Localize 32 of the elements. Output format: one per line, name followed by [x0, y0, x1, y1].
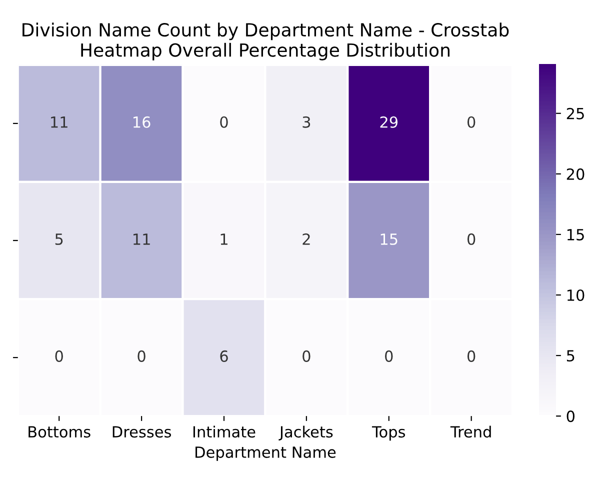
x-tick-label: Bottoms [28, 426, 90, 438]
chart-title: Division Name Count by Department Name - Crosstab Heatmap Overall Percentage Distribution [22, 22, 509, 60]
x-axis-title: Department Name [196, 446, 336, 461]
x-tick-label: Tops [372, 426, 406, 441]
data-label: 11 [51, 116, 68, 128]
color-bar-label: 0 [566, 410, 574, 422]
data-label: 2 [302, 233, 310, 245]
color-bar-label: 25 [566, 108, 584, 120]
data-label: 0 [467, 116, 476, 128]
color-bar-label: 10 [567, 289, 584, 302]
data-label: 0 [467, 350, 476, 362]
x-tick-label: Dresses [112, 426, 171, 438]
x-tick-label: Intimate [193, 426, 256, 438]
color-bar-label: 20 [566, 168, 584, 180]
data-label: 6 [220, 350, 228, 362]
data-label: 5 [55, 234, 63, 245]
data-label: 16 [134, 116, 150, 128]
x-tick-label: Trend [450, 426, 491, 438]
data-label: 1 [220, 234, 228, 245]
data-label: 11 [134, 234, 150, 245]
x-tick-label: Jackets [278, 426, 333, 440]
data-label: 0 [220, 116, 228, 128]
data-label: 29 [380, 116, 398, 128]
color-bar-label: 15 [567, 229, 584, 240]
data-label: 0 [302, 350, 310, 362]
color-bar-label: 5 [566, 350, 574, 362]
data-label: 0 [385, 350, 393, 362]
data-label: 15 [380, 234, 398, 245]
data-label: 0 [138, 350, 146, 362]
data-label: 0 [55, 350, 63, 362]
data-label: 3 [302, 116, 310, 128]
data-label: 0 [467, 233, 476, 245]
